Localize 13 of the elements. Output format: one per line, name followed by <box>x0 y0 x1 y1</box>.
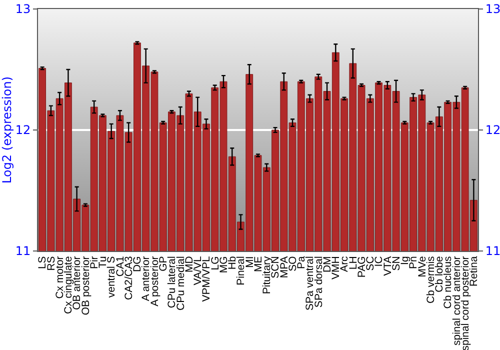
y-tick-label: 12 <box>15 123 31 138</box>
x-tick-label: SO <box>286 256 299 272</box>
y-tick-label: 11 <box>15 244 31 258</box>
y-axis-title: Log2 (expression) <box>0 76 14 184</box>
y2-tick-label: 11 <box>485 244 500 258</box>
y-tick-label: 13 <box>15 2 31 16</box>
y2-tick-label: 13 <box>485 2 500 16</box>
x-tick-label: MVe <box>416 256 428 278</box>
x-tick-label: A posterior <box>148 256 161 306</box>
x-tick-label: OB posterior <box>80 256 92 316</box>
x-tick-label: SN <box>390 256 402 271</box>
x-tick-label: RS <box>45 256 58 271</box>
y2-tick-label: 12 <box>485 123 500 138</box>
